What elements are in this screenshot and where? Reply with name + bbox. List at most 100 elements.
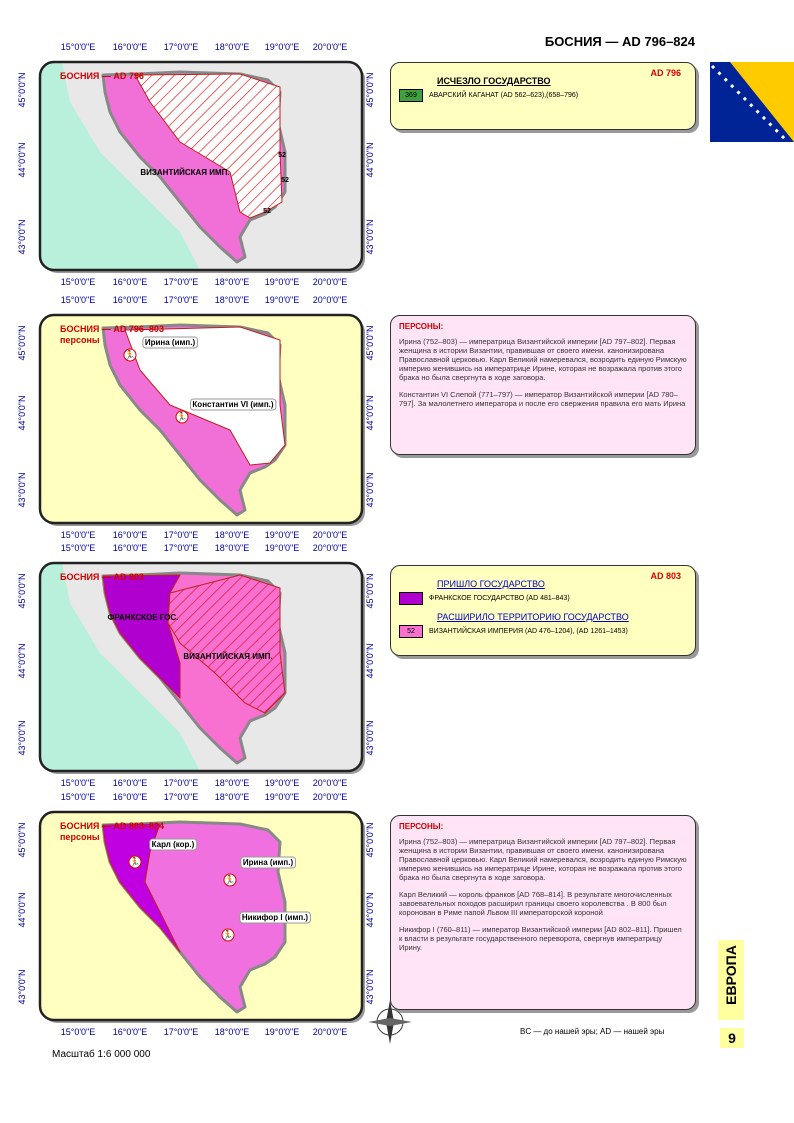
info-panel: ПЕРСОНЫ: Ирина (752–803) — императрица Ви…	[390, 815, 696, 1010]
map-title: БОСНИЯ — AD 796–803	[60, 324, 164, 334]
lat-label: 44°0'0"N	[17, 395, 27, 430]
paragraph: Карл Великий — король франков [AD 768–81…	[399, 890, 672, 917]
lon-label: 19°0'0"E	[265, 530, 300, 540]
legend-item: АВАРСКИЙ КАГАНАТ (AD 562–623),(658–796)	[429, 92, 579, 99]
section-heading: РАСШИРИЛО ТЕРРИТОРИЮ ГОСУДАРСТВО	[437, 612, 629, 622]
person-icon	[221, 928, 235, 942]
map-body	[40, 812, 362, 1020]
section-heading: ПРИШЛО ГОСУДАРСТВО	[437, 579, 545, 589]
legend-swatch: 52	[399, 625, 423, 638]
lon-label: 19°0'0"E	[265, 778, 300, 788]
paragraph: Никифор I (760–811) — император Византий…	[399, 925, 682, 952]
map-body	[40, 563, 362, 771]
lat-label: 43°0'0"N	[365, 969, 375, 1004]
lon-label: 18°0'0"E	[215, 42, 250, 52]
lon-label: 18°0'0"E	[215, 1027, 250, 1037]
lon-label: 18°0'0"E	[215, 277, 250, 287]
map-label: 52	[263, 208, 271, 215]
legend-swatch: 369	[399, 89, 423, 102]
lat-label: 44°0'0"N	[365, 892, 375, 927]
lat-label: 45°0'0"N	[17, 72, 27, 107]
map	[38, 810, 364, 1022]
map-title: БОСНИЯ — AD 803–824	[60, 821, 164, 831]
label-box	[142, 336, 198, 349]
legend-item: ВИЗАНТИЙСКАЯ ИМПЕРИЯ (AD 476–1204), (AD …	[429, 628, 628, 635]
lon-label: 17°0'0"E	[164, 42, 199, 52]
side-label: ЕВРОПА	[723, 945, 739, 1005]
sea	[40, 563, 200, 771]
lat-label: 44°0'0"N	[365, 142, 375, 177]
map-label: ВИЗАНТИЙСКАЯ ИМП.	[183, 652, 272, 661]
page-title: БОСНИЯ — AD 796–824	[545, 34, 696, 49]
label-box	[240, 856, 296, 869]
lon-label: 17°0'0"E	[164, 295, 199, 305]
lon-label: 16°0'0"E	[113, 277, 148, 287]
flag	[710, 62, 794, 142]
map-subtitle: персоны	[60, 335, 100, 345]
panel-date: AD 803	[650, 571, 681, 581]
lon-label: 20°0'0"E	[313, 530, 348, 540]
lon-label: 15°0'0"E	[61, 295, 96, 305]
map-label: Ирина (имп.)	[145, 338, 196, 347]
lon-label: 16°0'0"E	[113, 543, 148, 553]
legend-row: ФРАНКСКОЕ ГОСУДАРСТВО (AD 481–843)	[399, 592, 687, 605]
lat-label: 45°0'0"N	[365, 573, 375, 608]
lat-label: 45°0'0"N	[17, 822, 27, 857]
legend-swatch	[399, 592, 423, 605]
person-glyph: 🏃	[222, 929, 233, 940]
side-tab: ЕВРОПА	[718, 940, 744, 1020]
lon-label: 18°0'0"E	[215, 295, 250, 305]
lon-label: 20°0'0"E	[313, 42, 348, 52]
lon-label: 17°0'0"E	[164, 1027, 199, 1037]
map	[38, 313, 364, 525]
lat-label: 44°0'0"N	[17, 892, 27, 927]
paragraph: Ирина (752–803) — императрица Византийск…	[399, 337, 687, 382]
map-frame	[38, 810, 364, 1022]
lon-label: 15°0'0"E	[61, 42, 96, 52]
lat-label: 43°0'0"N	[365, 720, 375, 755]
panel-heading: ПЕРСОНЫ:	[399, 322, 444, 331]
lat-label: 45°0'0"N	[17, 325, 27, 360]
legend-row: 52 ВИЗАНТИЙСКАЯ ИМПЕРИЯ (AD 476–1204), (A…	[399, 625, 687, 638]
region	[167, 574, 286, 714]
person-icon	[123, 348, 137, 362]
lat-label: 45°0'0"N	[365, 72, 375, 107]
map-body	[40, 315, 362, 523]
map-frame	[38, 60, 364, 272]
lon-label: 17°0'0"E	[164, 530, 199, 540]
lat-label: 43°0'0"N	[17, 969, 27, 1004]
map-title: БОСНИЯ — AD 803	[60, 572, 144, 582]
compass	[368, 1000, 412, 1044]
lat-label: 43°0'0"N	[17, 720, 27, 755]
label-box	[149, 838, 198, 851]
lon-label: 15°0'0"E	[61, 277, 96, 287]
lon-label: 15°0'0"E	[61, 543, 96, 553]
map-label: 52	[281, 177, 289, 184]
lon-label: 19°0'0"E	[265, 277, 300, 287]
lat-label: 44°0'0"N	[365, 395, 375, 430]
paragraph: Ирина (752–803) — императрица Византийск…	[399, 837, 687, 882]
lat-label: 45°0'0"N	[365, 822, 375, 857]
lat-label: 43°0'0"N	[365, 219, 375, 254]
lon-label: 16°0'0"E	[113, 530, 148, 540]
lat-label: 44°0'0"N	[17, 643, 27, 678]
map-label: Константин VI (имп.)	[192, 400, 273, 409]
lon-label: 20°0'0"E	[313, 792, 348, 802]
region	[134, 73, 283, 219]
lat-label: 43°0'0"N	[17, 219, 27, 254]
map-label: ФРАНКСКОЕ ГОС.	[108, 613, 179, 622]
person-glyph: 🏃	[224, 874, 235, 885]
lat-label: 44°0'0"N	[365, 643, 375, 678]
lat-label: 45°0'0"N	[365, 325, 375, 360]
info-panel: AD 803 ПРИШЛО ГОСУДАРСТВО ФРАНКСКОЕ ГОСУДА…	[390, 565, 696, 656]
lon-label: 18°0'0"E	[215, 778, 250, 788]
lon-label: 16°0'0"E	[113, 42, 148, 52]
map	[38, 60, 364, 272]
lon-label: 18°0'0"E	[215, 530, 250, 540]
info-panel: AD 796 ИСЧЕЗЛО ГОСУДАРСТВО 369 АВАРСКИЙ КАГ…	[390, 62, 696, 130]
section-heading: ИСЧЕЗЛО ГОСУДАРСТВО	[437, 76, 551, 86]
panel-date: AD 796	[650, 68, 681, 78]
map-label: Карл (кор.)	[152, 840, 195, 849]
lon-label: 20°0'0"E	[313, 1027, 348, 1037]
